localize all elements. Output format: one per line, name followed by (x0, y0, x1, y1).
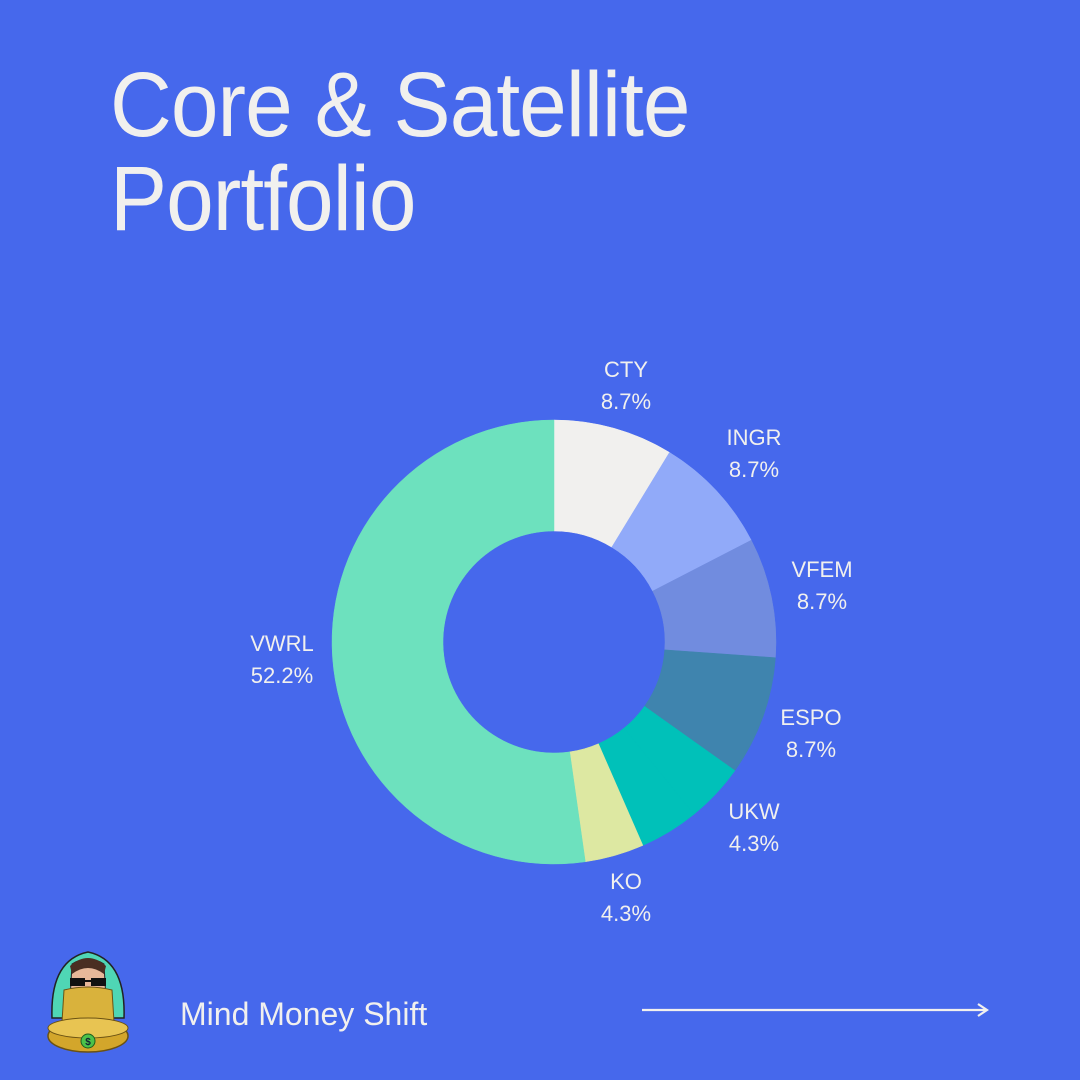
slice-label-vfem: VFEM 8.7% (791, 554, 852, 618)
slice-label-ukw: UKW 4.3% (728, 796, 779, 860)
slice-label-ingr: INGR 8.7% (727, 422, 782, 486)
title-line-1: Core & Satellite (110, 54, 691, 156)
slice-label-espo: ESPO 8.7% (780, 702, 841, 766)
page-title: Core & Satellite Portfolio (110, 54, 691, 250)
slice-label-name: VWRL (250, 631, 314, 656)
slice-label-value: 52.2% (250, 663, 314, 688)
slice-label-value: 4.3% (728, 831, 780, 856)
title-line-2: Portfolio (110, 148, 416, 250)
slice-label-value: 8.7% (600, 389, 652, 414)
slice-label-value: 4.3% (600, 901, 652, 926)
slice-label-ko: KO 4.3% (601, 866, 651, 930)
slice-label-name: UKW (728, 799, 780, 824)
slice-label-value: 8.7% (796, 589, 848, 614)
slice-label-name: INGR (726, 425, 782, 450)
slice-label-vwrl: VWRL 52.2% (250, 628, 314, 692)
svg-text:$: $ (85, 1037, 91, 1048)
slice-label-cty: CTY 8.7% (601, 354, 651, 418)
slice-label-name: KO (610, 869, 642, 894)
slice-vwrl (331, 419, 586, 865)
slice-label-name: ESPO (780, 705, 842, 730)
mascot-avatar-icon: $ (47, 951, 129, 1053)
brand-name: Mind Money Shift (180, 996, 428, 1032)
slice-label-name: VFEM (791, 557, 853, 582)
slice-label-name: CTY (604, 357, 648, 382)
right-arrow-icon[interactable] (642, 1002, 992, 1018)
slice-label-value: 8.7% (785, 737, 837, 762)
slice-label-value: 8.7% (728, 457, 780, 482)
